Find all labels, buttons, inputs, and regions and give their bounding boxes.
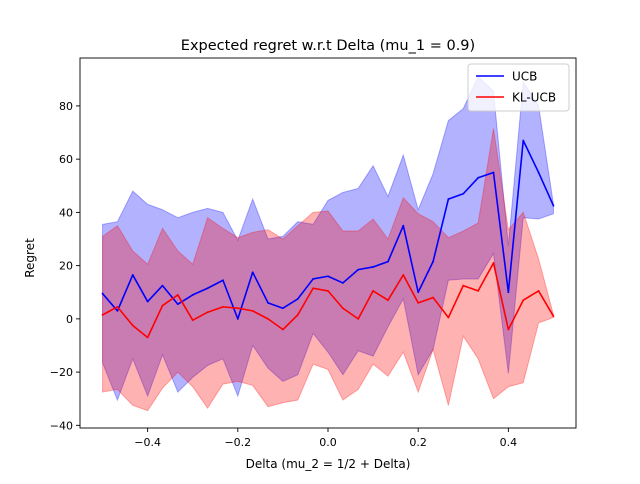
ucb-point	[552, 204, 555, 207]
kl-ucb-point	[222, 305, 224, 308]
x-axis-label: Delta (mu_2 = 1/2 + Delta)	[246, 457, 411, 471]
kl-ucb-point	[492, 262, 495, 264]
kl-ucb-point	[432, 296, 434, 299]
kl-ucb-point	[191, 319, 194, 322]
legend-label-ucb: UCB	[512, 70, 537, 84]
kl-ucb-point	[417, 301, 420, 304]
kl-ucb-point	[206, 311, 209, 314]
x-tick-label: −0.2	[224, 436, 251, 449]
kl-ucb-point	[176, 294, 179, 296]
ucb-point	[222, 279, 224, 282]
ucb-point	[387, 260, 389, 263]
kl-ucb-point	[296, 313, 299, 316]
kl-ucb-point	[402, 274, 405, 276]
legend-label-kl-ucb: KL-UCB	[512, 91, 556, 105]
ucb-point	[341, 282, 344, 284]
kl-ucb-point	[116, 305, 119, 308]
legend: UCB KL-UCB	[467, 63, 570, 112]
series-lines	[101, 139, 555, 339]
ucb-point	[131, 274, 134, 276]
x-tick-label: −0.4	[134, 436, 161, 449]
y-tick-label: 20	[59, 260, 73, 273]
ucb-point	[327, 275, 329, 278]
kl-ucb-point	[267, 317, 269, 320]
chart-title: Expected regret w.r.t Delta (mu_1 = 0.9)	[181, 38, 475, 54]
ucb-point	[282, 307, 284, 310]
kl-ucb-point	[387, 299, 389, 302]
kl-ucb-point	[537, 290, 540, 292]
kl-ucb-point	[236, 307, 239, 310]
ucb-point	[537, 171, 540, 174]
ucb-point	[492, 171, 495, 174]
y-tick-label: 60	[59, 153, 73, 166]
kl-ucb-point	[372, 290, 374, 292]
ucb-point	[176, 303, 179, 306]
kl-ucb-confidence-band	[102, 128, 554, 412]
ucb-point	[206, 287, 209, 290]
kl-ucb-point	[552, 315, 555, 318]
ucb-point	[432, 260, 434, 263]
ucb-point	[251, 271, 254, 274]
y-tick-label: −20	[50, 366, 73, 379]
x-tick-label: 0.0	[319, 436, 337, 449]
kl-ucb-point	[101, 313, 104, 316]
y-tick-label: 40	[59, 206, 73, 219]
kl-ucb-point	[477, 290, 480, 292]
ucb-point	[296, 298, 299, 300]
x-tick-label: 0.2	[409, 436, 427, 449]
ucb-point	[101, 292, 104, 295]
ucb-point	[191, 294, 194, 296]
ucb-point	[236, 317, 239, 320]
ucb-point	[146, 300, 149, 303]
kl-ucb-point	[282, 328, 284, 331]
kl-ucb-point	[507, 328, 510, 331]
confidence-bands	[102, 75, 554, 412]
ucb-point	[417, 291, 420, 294]
kl-ucb-point	[462, 284, 465, 287]
ucb-point	[372, 266, 374, 268]
ucb-point	[357, 268, 360, 271]
y-axis-label: Regret	[23, 238, 37, 278]
kl-ucb-point	[522, 299, 525, 302]
ucb-point	[477, 176, 480, 179]
ucb-point	[462, 192, 465, 195]
y-tick-label: 80	[59, 100, 73, 113]
kl-ucb-point	[357, 317, 360, 320]
kl-ucb-point	[161, 304, 164, 307]
ucb-point	[522, 139, 525, 142]
ucb-point	[267, 301, 269, 304]
ucb-point	[312, 278, 315, 280]
x-tick-label: 0.4	[500, 436, 518, 449]
ucb-point	[447, 198, 450, 200]
kl-ucb-point	[312, 287, 315, 290]
kl-ucb-point	[327, 290, 329, 292]
kl-ucb-point	[341, 307, 344, 310]
ucb-confidence-band	[102, 75, 554, 402]
axes: −0.4 −0.2 0.0 0.2 0.4 −40 −20 0 20 40 60 80	[50, 57, 577, 449]
ucb-point	[507, 291, 510, 294]
y-tick-label: −40	[50, 419, 73, 432]
kl-ucb-point	[251, 309, 254, 312]
kl-ucb-point	[447, 316, 450, 319]
ucb-point	[161, 284, 164, 287]
kl-ucb-point	[131, 324, 134, 327]
y-tick-label: 0	[66, 313, 73, 326]
ucb-point	[116, 309, 119, 312]
ucb-point	[402, 224, 405, 227]
kl-ucb-point	[146, 336, 149, 339]
